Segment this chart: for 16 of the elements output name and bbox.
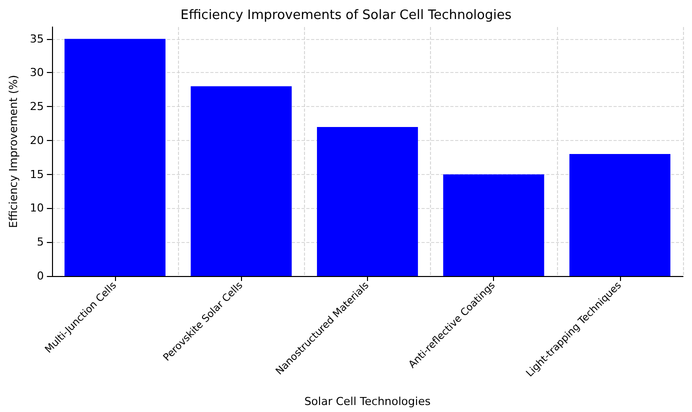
y-tick-label: 10 bbox=[30, 202, 44, 215]
y-tick-label: 20 bbox=[30, 134, 44, 147]
y-tick-label: 0 bbox=[36, 270, 44, 282]
y-tick-label: 15 bbox=[30, 168, 44, 181]
y-tick-label: 35 bbox=[30, 32, 44, 46]
y-axis-title: Efficiency Improvement (%) bbox=[7, 74, 20, 228]
bar bbox=[316, 126, 418, 276]
y-tick-label: 30 bbox=[30, 66, 44, 80]
y-tick-label: 25 bbox=[30, 100, 44, 114]
y-tick-label: 5 bbox=[36, 236, 44, 249]
bar bbox=[443, 174, 544, 276]
bar bbox=[190, 86, 292, 276]
chart-title: Efficiency Improvements of Solar Cell Technologies bbox=[180, 8, 512, 23]
x-axis-title: Solar Cell Technologies bbox=[304, 395, 431, 408]
bar bbox=[569, 154, 670, 276]
bar bbox=[64, 38, 166, 276]
